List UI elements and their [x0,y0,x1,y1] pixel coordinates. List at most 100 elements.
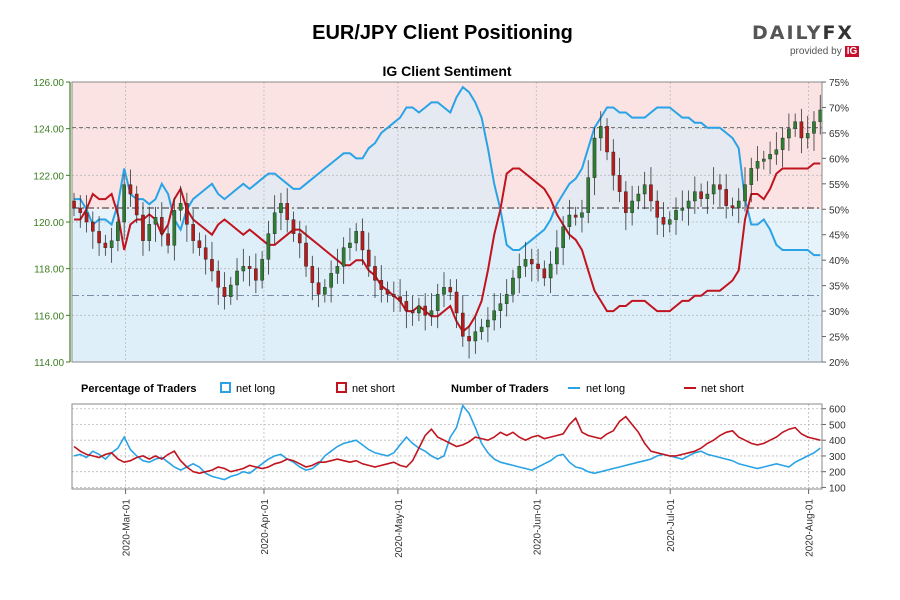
candle-body [91,221,95,232]
candle-body [197,240,202,248]
candle-body [228,284,233,297]
price-tick-label: 116.00 [34,311,64,322]
candle-body [304,242,308,267]
candle-body [492,310,496,321]
candle-body [97,231,101,244]
candle-body [699,191,703,199]
candle-body [812,121,816,134]
candle-body [348,242,352,248]
candle-body [285,203,290,220]
price-tick-label: 114.00 [34,358,64,369]
net-short-pct-line [74,162,821,333]
pct-tick-label: 70% [829,103,849,114]
candle-body [448,287,453,293]
pct-tick-label: 25% [829,333,849,344]
candle-body [799,121,804,139]
candle-body [316,282,321,295]
pct-tick-label: 20% [829,358,849,369]
pct-tick-label: 30% [829,307,849,318]
candle-body [247,266,252,269]
brand-wordmark: DAILYFX [752,22,872,44]
candle-body [134,193,139,216]
price-candles [72,94,823,359]
candle-body [755,161,760,169]
price-tick-label: 120.00 [33,218,64,229]
candle-body [730,205,735,209]
candle-body [611,151,616,176]
x-tick-label: 2020-Jul-01 [666,499,677,552]
net-long-count-line [73,403,821,481]
candle-body [780,137,785,150]
pct-tick-label: 55% [829,180,849,191]
candle-body [429,310,434,316]
candle-body [454,291,459,314]
candle-body [605,126,609,153]
candle-body [511,277,515,295]
candle-body [78,207,83,213]
candle-body [435,294,440,311]
candle-body [417,305,421,314]
candle-body [655,200,660,218]
candle-body [567,214,572,227]
net-long-pct-line [74,85,821,257]
candle-body [354,231,358,244]
traders-tick-label: 600 [829,405,846,416]
traders-tick-label: 200 [829,468,846,479]
candle-body [172,210,177,246]
candle-body [141,214,145,241]
candle-body [630,200,634,213]
candle-body [310,266,315,283]
candle-body [442,287,446,295]
candle-body [649,184,653,202]
candle-body [686,200,691,209]
candle-body [210,259,214,272]
legend-num-short-label: net short [701,383,744,395]
candle-body [323,287,327,295]
candle-body [548,263,553,279]
x-tick-label: 2020-Mar-01 [122,499,133,557]
candle-body [580,212,584,218]
candle-body [774,149,779,155]
traders-tick-label: 100 [829,483,846,494]
brand-word-daily: DAILY [752,22,823,44]
candle-body [486,319,490,328]
price-tick-label: 122.00 [33,171,64,182]
candle-body [743,184,747,202]
candle-body [254,268,258,281]
candle-body [561,226,565,248]
candle-body [680,207,685,211]
candle-body [517,266,522,279]
candle-body [667,219,672,225]
legend-pct-long-label: net long [236,383,275,395]
candle-body [805,133,810,139]
x-tick-label: 2020-Jun-01 [532,499,543,556]
candle-body [203,247,208,260]
candle-body [410,310,415,314]
candle-body [818,109,823,122]
candle-body [116,221,120,241]
candle-body [542,268,547,279]
candle-body [235,270,239,286]
candle-body [467,336,471,342]
candle-body [404,301,409,311]
candle-body [674,210,678,220]
candle-body [479,326,484,332]
candle-body [642,184,647,195]
candle-body [555,247,559,265]
candle-body [592,137,597,178]
candle-body [216,270,221,288]
candle-body [705,193,710,199]
pct-tick-label: 65% [829,129,849,140]
candle-body [166,233,170,246]
candle-body [711,184,716,195]
x-tick-label: 2020-May-01 [394,499,405,558]
candle-body [736,200,741,209]
candle-body [191,224,195,241]
candle-body [586,177,591,213]
candle-body [617,175,622,192]
legend-pct-long-swatch [220,382,231,393]
candle-body [768,154,772,160]
candle-body [222,287,227,297]
sentiment-panel-frame [71,81,823,363]
